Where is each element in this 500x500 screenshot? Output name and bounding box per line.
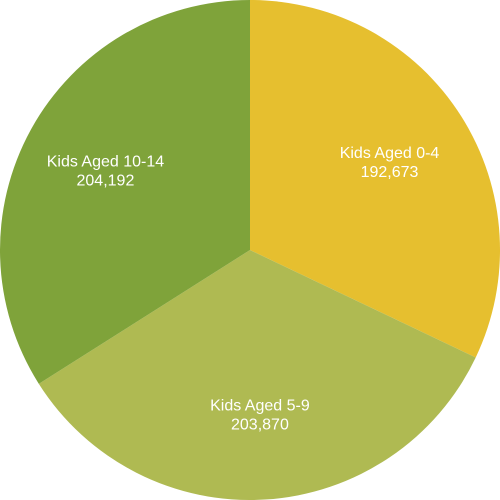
pie-labels: Kids Aged 0-4 192,673 Kids Aged 5-9 203,870…	[47, 145, 440, 434]
pie-slice-3	[0, 0, 250, 384]
slice-value-1: 192,673	[361, 164, 419, 181]
slice-label-3: Kids Aged 10-14	[47, 153, 165, 170]
slice-value-3: 204,192	[77, 172, 135, 189]
slice-label-1: Kids Aged 0-4	[340, 145, 440, 162]
pie-slice-1	[250, 0, 500, 358]
slice-label-2: Kids Aged 5-9	[210, 398, 310, 415]
slice-value-2: 203,870	[231, 417, 289, 434]
pie-slice-2	[38, 250, 476, 500]
